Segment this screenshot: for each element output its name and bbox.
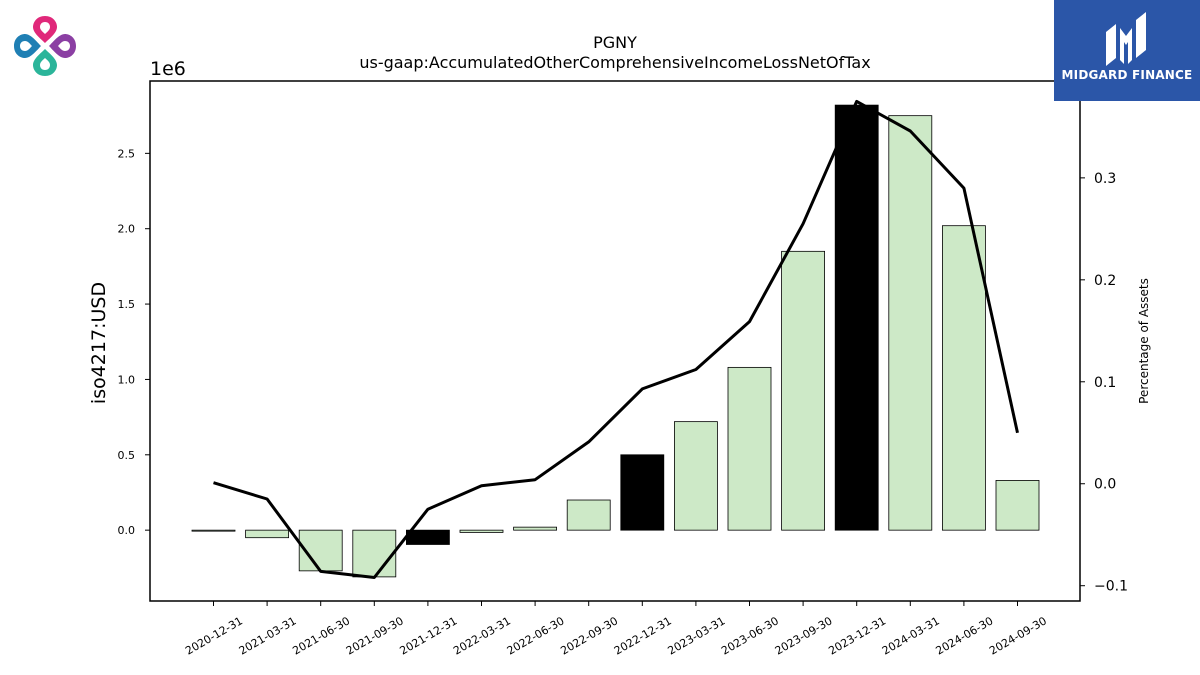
- x-tick-label: 2023-12-31: [826, 614, 888, 657]
- y-tick-label: 1.0: [118, 373, 136, 386]
- x-tick-label: 2024-09-30: [987, 614, 1049, 657]
- y-axis-label: iso4217:USD: [88, 282, 110, 404]
- x-axis-ticks: 2020-12-312021-03-312021-06-302021-09-30…: [183, 601, 1049, 658]
- bar: [405, 529, 450, 545]
- x-tick-label: 2024-06-30: [934, 614, 996, 657]
- y-axis-ticks: 0.0 0.5 1.0 1.5 2.0 2.5: [118, 147, 150, 537]
- bar: [245, 529, 290, 539]
- bar: [781, 250, 825, 531]
- x-tick-label: 2020-12-31: [183, 614, 245, 657]
- bar: [513, 526, 557, 531]
- x-tick-label: 2022-03-31: [451, 614, 513, 657]
- bar: [888, 115, 933, 531]
- x-tick-label: 2021-03-31: [237, 614, 299, 657]
- line-layer: [213, 99, 1019, 579]
- y2-tick-label: 0.0: [1094, 477, 1116, 493]
- percentage-line: [213, 99, 1019, 579]
- x-tick-label: 2021-06-30: [290, 614, 352, 657]
- x-tick-label: 2021-12-31: [398, 614, 460, 657]
- bar: [995, 480, 1040, 531]
- y-offset-label: 1e6: [150, 58, 186, 80]
- y2-tick-label: 0.2: [1094, 273, 1116, 289]
- bar: [620, 454, 665, 531]
- company-logo: [12, 14, 78, 82]
- y-tick-label: 0.0: [118, 524, 136, 537]
- bar: [674, 421, 718, 531]
- brand-badge: MIDGARD FINANCE: [1054, 0, 1200, 101]
- bars-layer: [191, 104, 1040, 578]
- x-tick-label: 2023-03-31: [666, 614, 728, 657]
- chart-subtitle: us-gaap:AccumulatedOtherComprehensiveInc…: [359, 53, 870, 72]
- y-tick-label: 0.5: [118, 449, 136, 462]
- x-tick-label: 2022-09-30: [558, 614, 620, 657]
- brand-name: MIDGARD FINANCE: [1061, 68, 1193, 82]
- brand-logo-icon: [1106, 12, 1146, 66]
- y2-axis-ticks: −0.1 0.0 0.1 0.2 0.3: [1080, 171, 1128, 595]
- x-tick-label: 2022-12-31: [612, 614, 674, 657]
- x-tick-label: 2021-09-30: [344, 614, 406, 657]
- y2-tick-label: 0.3: [1094, 171, 1116, 187]
- bar: [942, 225, 986, 531]
- chart-title: PGNY: [593, 33, 637, 52]
- x-tick-label: 2023-06-30: [719, 614, 781, 657]
- x-tick-label: 2022-06-30: [505, 614, 567, 657]
- clover-logo-icon: [14, 16, 76, 76]
- y2-tick-label: 0.1: [1094, 375, 1116, 391]
- y-tick-label: 2.5: [118, 147, 136, 160]
- y2-axis-label: Percentage of Assets: [1137, 278, 1151, 404]
- bar: [352, 529, 397, 578]
- bar: [834, 104, 879, 531]
- y-tick-label: 1.5: [118, 298, 136, 311]
- x-tick-label: 2023-09-30: [773, 614, 835, 657]
- y2-tick-label: −0.1: [1094, 579, 1128, 595]
- x-tick-label: 2024-03-31: [880, 614, 942, 657]
- bar: [727, 366, 772, 531]
- bar: [191, 529, 236, 532]
- y-tick-label: 2.0: [118, 223, 136, 236]
- bar: [566, 499, 611, 531]
- bar: [459, 529, 504, 533]
- plot-frame: [149, 80, 1081, 602]
